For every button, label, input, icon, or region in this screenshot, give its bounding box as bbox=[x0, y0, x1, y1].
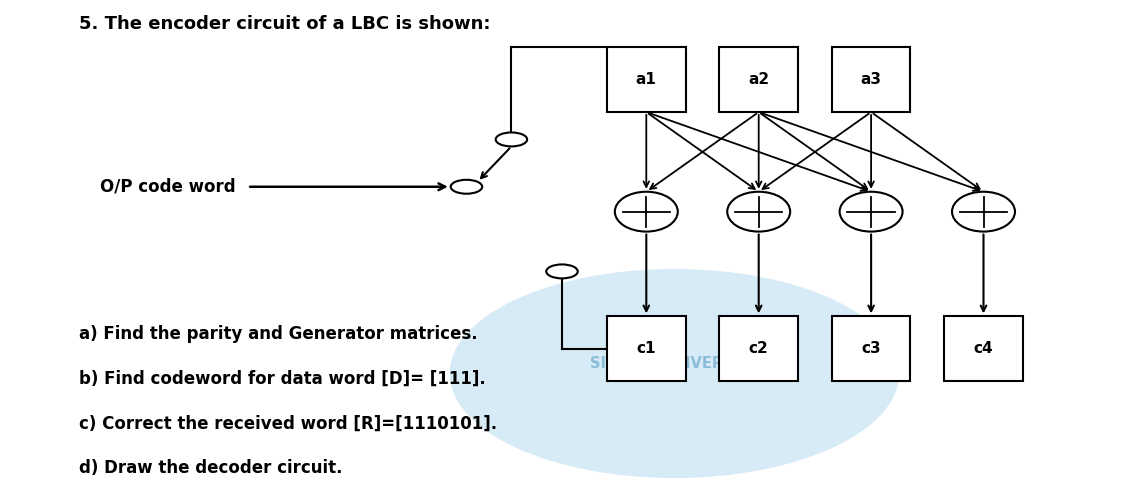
Ellipse shape bbox=[615, 192, 678, 232]
Circle shape bbox=[546, 264, 578, 278]
Bar bbox=[719, 47, 798, 112]
Circle shape bbox=[496, 132, 527, 146]
Text: d) Draw the decoder circuit.: d) Draw the decoder circuit. bbox=[79, 459, 342, 477]
Ellipse shape bbox=[952, 192, 1015, 232]
Text: 5. The encoder circuit of a LBC is shown:: 5. The encoder circuit of a LBC is shown… bbox=[79, 15, 490, 33]
Text: c4: c4 bbox=[973, 341, 994, 356]
Text: b) Find codeword for data word [D]= [111].: b) Find codeword for data word [D]= [111… bbox=[79, 370, 486, 387]
Text: SIRIYAH UNIVERSITY: SIRIYAH UNIVERSITY bbox=[589, 356, 760, 371]
Bar bbox=[944, 316, 1023, 381]
Ellipse shape bbox=[727, 192, 790, 232]
Bar bbox=[832, 316, 910, 381]
Text: c) Correct the received word [R]=[1110101].: c) Correct the received word [R]=[111010… bbox=[79, 414, 497, 432]
Bar bbox=[832, 47, 910, 112]
Circle shape bbox=[451, 180, 482, 194]
Bar bbox=[607, 316, 686, 381]
Text: a) Find the parity and Generator matrices.: a) Find the parity and Generator matrice… bbox=[79, 325, 478, 343]
Bar bbox=[607, 47, 686, 112]
Text: c3: c3 bbox=[861, 341, 881, 356]
Bar bbox=[719, 316, 798, 381]
Text: O/P code word: O/P code word bbox=[100, 178, 236, 196]
Text: a2: a2 bbox=[749, 72, 769, 87]
Text: c2: c2 bbox=[749, 341, 769, 356]
Text: c1: c1 bbox=[636, 341, 656, 356]
Text: a1: a1 bbox=[636, 72, 656, 87]
Ellipse shape bbox=[840, 192, 903, 232]
Text: a3: a3 bbox=[861, 72, 881, 87]
Ellipse shape bbox=[450, 269, 899, 478]
